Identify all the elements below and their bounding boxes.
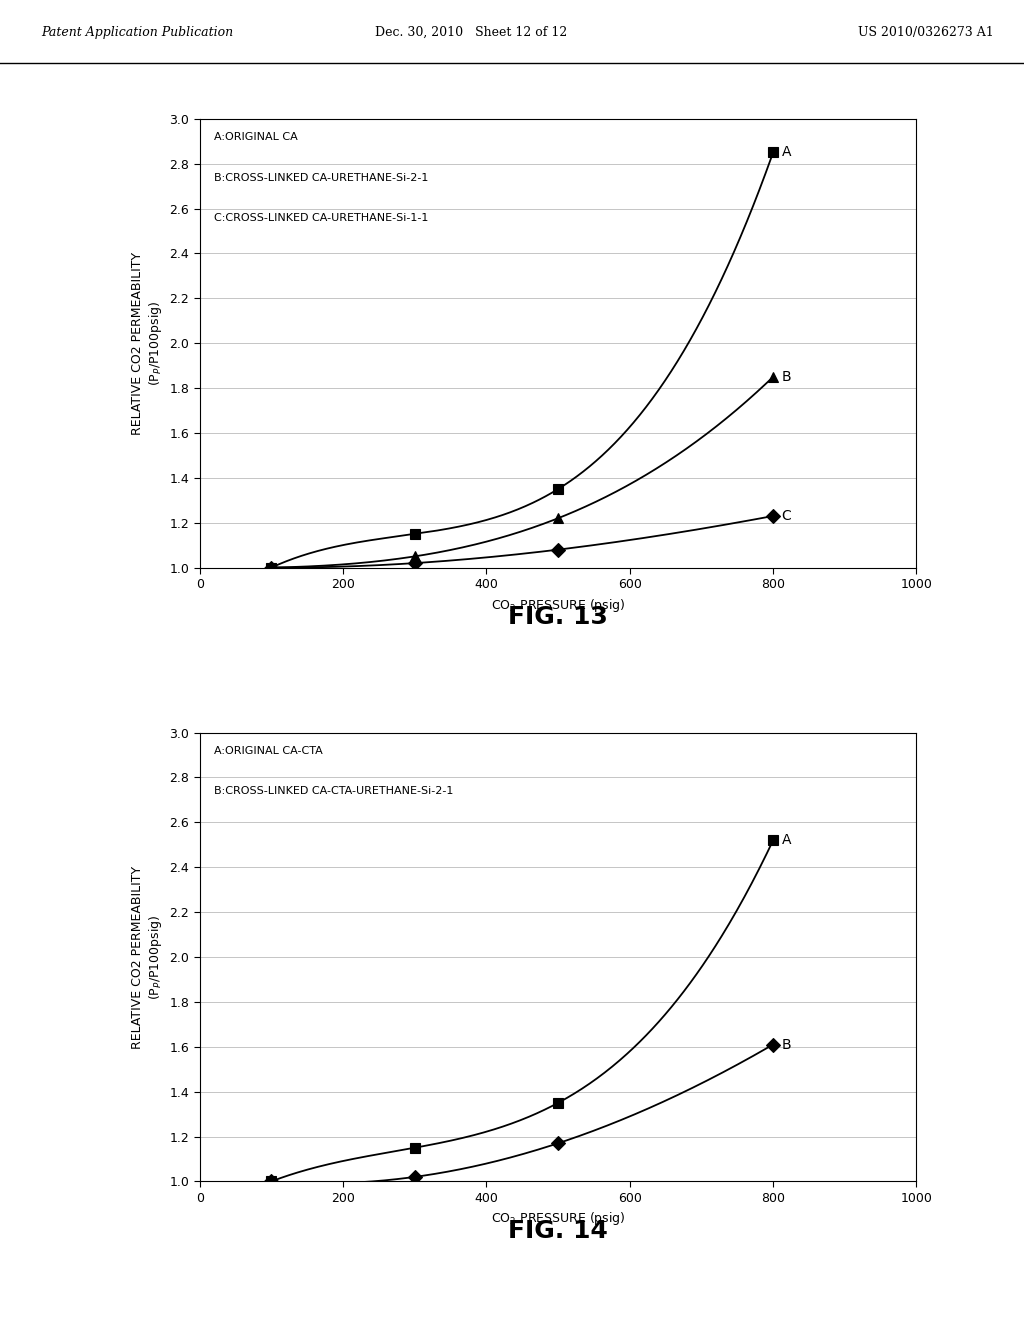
Text: B:CROSS-LINKED CA-URETHANE-Si-2-1: B:CROSS-LINKED CA-URETHANE-Si-2-1	[214, 173, 428, 182]
Text: A:ORIGINAL CA-CTA: A:ORIGINAL CA-CTA	[214, 746, 323, 756]
Text: B: B	[781, 370, 792, 384]
X-axis label: CO$_2$ PRESSURE (psig): CO$_2$ PRESSURE (psig)	[490, 597, 626, 614]
Text: US 2010/0326273 A1: US 2010/0326273 A1	[857, 26, 993, 40]
Y-axis label: RELATIVE CO2 PERMEABILITY
(P$_P$/P100psig): RELATIVE CO2 PERMEABILITY (P$_P$/P100psi…	[131, 252, 164, 434]
Text: C: C	[781, 510, 792, 523]
Text: Dec. 30, 2010   Sheet 12 of 12: Dec. 30, 2010 Sheet 12 of 12	[375, 26, 567, 40]
Text: B:CROSS-LINKED CA-CTA-URETHANE-Si-2-1: B:CROSS-LINKED CA-CTA-URETHANE-Si-2-1	[214, 787, 454, 796]
Text: A:ORIGINAL CA: A:ORIGINAL CA	[214, 132, 298, 143]
Y-axis label: RELATIVE CO2 PERMEABILITY
(P$_P$/P100psig): RELATIVE CO2 PERMEABILITY (P$_P$/P100psi…	[131, 866, 164, 1048]
Text: Patent Application Publication: Patent Application Publication	[41, 26, 233, 40]
Text: C:CROSS-LINKED CA-URETHANE-Si-1-1: C:CROSS-LINKED CA-URETHANE-Si-1-1	[214, 213, 428, 223]
Text: A: A	[781, 145, 792, 160]
Text: B: B	[781, 1038, 792, 1052]
Text: FIG. 14: FIG. 14	[508, 1218, 608, 1243]
X-axis label: CO$_2$ PRESSURE (psig): CO$_2$ PRESSURE (psig)	[490, 1210, 626, 1228]
Text: FIG. 13: FIG. 13	[508, 605, 608, 630]
Text: A: A	[781, 833, 792, 847]
